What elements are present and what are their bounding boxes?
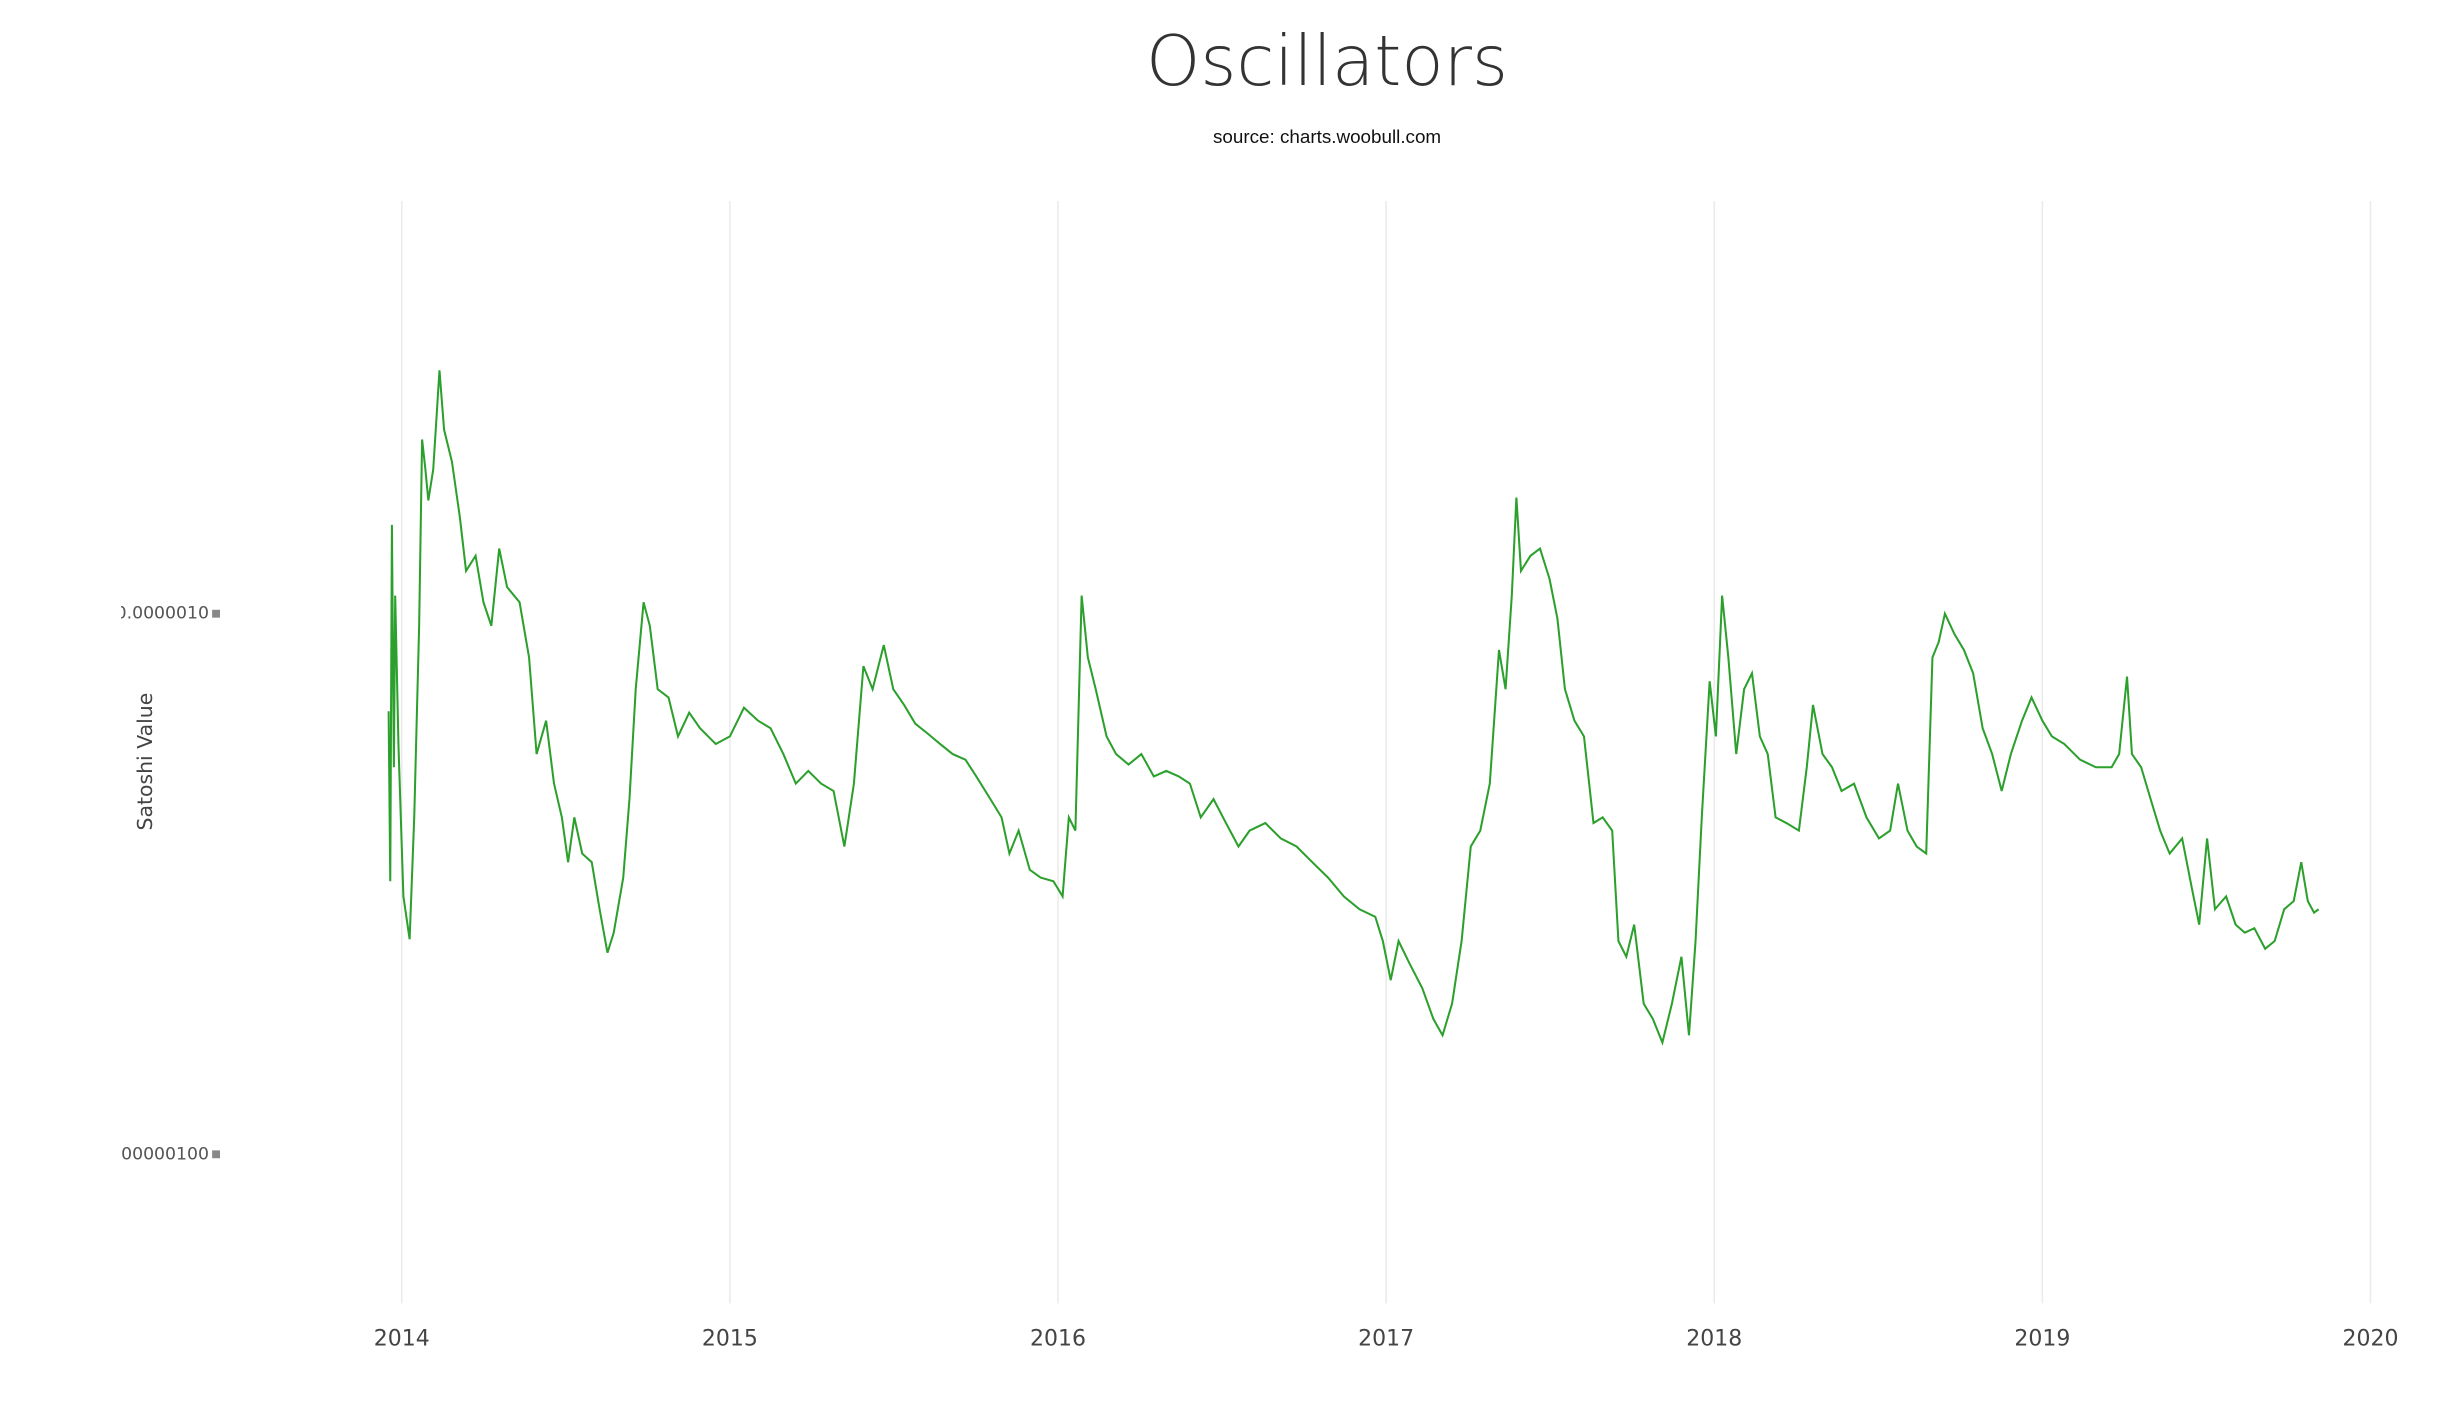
- x-tick-label: 2016: [1030, 1326, 1086, 1351]
- y-tick-labels: 0.0000010 0.000000100: [94, 604, 209, 1165]
- x-tick-label: 2015: [702, 1326, 758, 1351]
- x-tick-label: 2014: [374, 1326, 430, 1351]
- x-tick-label: 2019: [2014, 1326, 2070, 1351]
- x-tick-label: 2018: [1686, 1326, 1742, 1351]
- line-series: [387, 370, 2320, 1046]
- chart-subtitle: source: charts.woobull.com: [1213, 126, 1441, 147]
- y-axis-label: Satoshi Value: [133, 693, 157, 831]
- x-tick-label: 2017: [1358, 1326, 1414, 1351]
- y-tick-mark: [212, 609, 220, 618]
- y-tick-mark: [212, 1150, 220, 1159]
- y-tick-label: 0.000000100: [94, 1144, 209, 1164]
- y-tick-label: 0.0000010: [116, 604, 209, 624]
- x-tick-label: 2020: [2343, 1326, 2399, 1351]
- chart-title: Oscillators: [1146, 22, 1508, 102]
